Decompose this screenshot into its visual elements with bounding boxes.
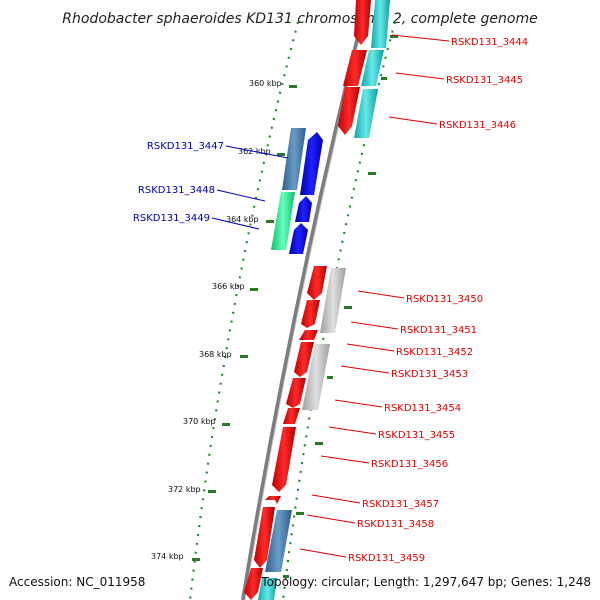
- tick-mark: [283, 575, 289, 578]
- gene-feature-3454[interactable]: [286, 378, 306, 408]
- leader-line: [311, 494, 361, 504]
- tick-label-372: 372 kbp: [168, 485, 201, 494]
- gene-feature-3445[interactable]: [343, 50, 367, 86]
- tick-mark: [344, 306, 352, 309]
- gene-label-3446[interactable]: RSKD131_3446: [439, 120, 516, 131]
- gene-label-3449[interactable]: RSKD131_3449: [133, 213, 210, 224]
- tick-mark: [381, 77, 387, 80]
- gene-feature-3447[interactable]: [300, 132, 323, 195]
- gene-feature-3445-product[interactable]: [361, 50, 384, 86]
- map-title: Rhodobacter sphaeroides KD131 chromosome…: [62, 11, 537, 27]
- tick-label-374: 374 kbp: [151, 552, 184, 561]
- gene-feature-3449-product[interactable]: [271, 192, 295, 250]
- right-gene-labels: RSKD131_3444 RSKD131_3445 RSKD131_3446 R…: [348, 37, 528, 564]
- inner-dotted-ring: [188, 21, 300, 600]
- tick-label-364: 364 kbp: [226, 215, 259, 224]
- gene-label-3455[interactable]: RSKD131_3455: [378, 430, 455, 441]
- leader-line: [346, 343, 395, 352]
- gene-feature-3449[interactable]: [289, 223, 308, 254]
- tick-mark: [222, 423, 230, 426]
- gene-feature-3453-product[interactable]: [302, 344, 330, 410]
- gene-feature-3458[interactable]: [254, 507, 275, 568]
- gene-feature-3459[interactable]: [244, 568, 263, 600]
- leader-line: [306, 514, 356, 524]
- tick-mark: [240, 355, 248, 358]
- gene-feature-3450[interactable]: [307, 266, 327, 300]
- left-gene-labels: RSKD131_3447 RSKD131_3448 RSKD131_3449: [133, 141, 224, 224]
- gene-feature-3451[interactable]: [301, 300, 320, 328]
- tick-marks: [192, 85, 297, 561]
- gene-label-3454[interactable]: RSKD131_3454: [384, 403, 461, 414]
- leader-line: [388, 116, 438, 125]
- leader-line: [216, 189, 266, 202]
- gene-label-3448[interactable]: RSKD131_3448: [138, 185, 215, 196]
- outer-tick-marks: [283, 35, 398, 578]
- leader-line: [357, 290, 405, 299]
- right-leader-lines: [299, 34, 450, 558]
- tick-mark: [296, 512, 304, 515]
- leader-line: [328, 426, 377, 435]
- gene-label-3450[interactable]: RSKD131_3450: [406, 294, 483, 305]
- gene-feature-3446[interactable]: [338, 87, 360, 135]
- leader-line: [350, 321, 399, 330]
- forward-strand-features: [244, 0, 390, 600]
- tick-mark: [368, 172, 376, 175]
- accession-text: Accession: NC_011958: [9, 575, 145, 589]
- gene-feature-3455[interactable]: [283, 408, 300, 424]
- gene-label-3458[interactable]: RSKD131_3458: [357, 519, 434, 530]
- gene-feature-3446-product[interactable]: [354, 89, 378, 138]
- tick-label-370: 370 kbp: [183, 417, 216, 426]
- tick-label-366: 366 kbp: [212, 282, 245, 291]
- gene-label-3445[interactable]: RSKD131_3445: [446, 75, 523, 86]
- tick-label-360: 360 kbp: [249, 79, 282, 88]
- gene-label-3452[interactable]: RSKD131_3452: [396, 347, 473, 358]
- gene-label-3459[interactable]: RSKD131_3459: [348, 553, 425, 564]
- gene-label-3453[interactable]: RSKD131_3453: [391, 369, 468, 380]
- gene-feature-3447-product[interactable]: [282, 128, 306, 190]
- leader-line: [211, 217, 260, 230]
- tick-mark: [277, 153, 285, 156]
- tick-mark: [208, 490, 216, 493]
- gene-feature-3459-product[interactable]: [258, 578, 277, 600]
- gene-label-3444[interactable]: RSKD131_3444: [451, 37, 528, 48]
- leader-line: [299, 548, 347, 558]
- gene-feature-3458-product[interactable]: [265, 510, 292, 572]
- gene-label-3457[interactable]: RSKD131_3457: [362, 499, 439, 510]
- topology-text: Topology: circular; Length: 1,297,647 bp…: [260, 575, 591, 589]
- tick-mark: [289, 85, 297, 88]
- gene-label-3451[interactable]: RSKD131_3451: [400, 325, 477, 336]
- gene-feature-3448[interactable]: [295, 196, 312, 222]
- tick-mark: [250, 288, 258, 291]
- tick-mark: [327, 376, 333, 379]
- gene-label-3456[interactable]: RSKD131_3456: [371, 459, 448, 470]
- gene-label-3447[interactable]: RSKD131_3447: [147, 141, 224, 152]
- leader-line: [320, 455, 370, 464]
- tick-mark: [266, 220, 274, 223]
- leader-line: [391, 34, 450, 42]
- gene-feature-3450-product[interactable]: [320, 268, 346, 333]
- tick-mark: [192, 558, 200, 561]
- outer-dotted-ring: [281, 21, 397, 600]
- left-leader-lines: [211, 145, 289, 230]
- reverse-strand-features: [271, 128, 323, 254]
- gene-feature-3456[interactable]: [272, 427, 296, 492]
- leader-line: [340, 365, 390, 374]
- gene-feature-3444[interactable]: [354, 0, 371, 45]
- gene-feature-3457[interactable]: [265, 496, 281, 504]
- leader-line: [225, 145, 289, 159]
- gene-feature-3453[interactable]: [294, 342, 314, 377]
- tick-label-368: 368 kbp: [199, 350, 232, 359]
- tick-mark: [315, 442, 323, 445]
- gene-feature-3444-product[interactable]: [371, 0, 390, 48]
- gene-feature-3452[interactable]: [299, 330, 318, 340]
- leader-line: [334, 399, 383, 408]
- leader-line: [395, 72, 445, 80]
- tick-mark: [390, 35, 398, 38]
